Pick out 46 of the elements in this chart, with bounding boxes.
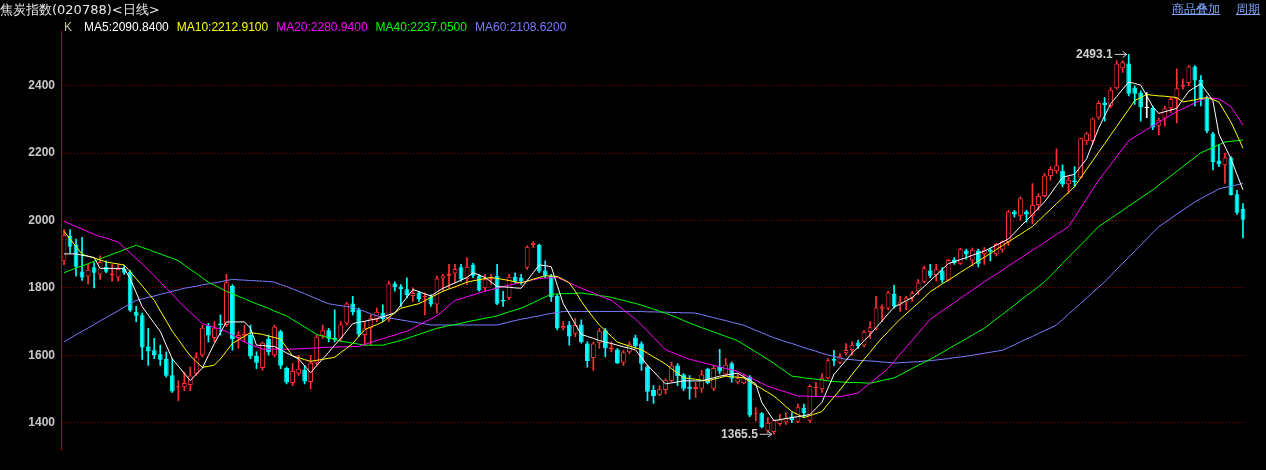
candlestick — [1054, 148, 1059, 174]
y-tick-label: 2400 — [28, 78, 56, 93]
annotation: 2493.1 — [1076, 46, 1114, 61]
candlestick — [1078, 137, 1083, 179]
text: 周期 — [1236, 1, 1260, 18]
candlestick — [1048, 166, 1053, 181]
candlestick — [260, 341, 265, 371]
candlestick — [211, 321, 217, 343]
candlestick — [645, 365, 650, 402]
text: MA60:2108.6200 — [474, 20, 567, 34]
candlestick — [302, 365, 308, 385]
candlestick — [1018, 196, 1023, 221]
candlestick — [615, 348, 620, 365]
candlestick — [133, 306, 139, 322]
candlestick — [1042, 173, 1047, 198]
candlestick — [254, 351, 259, 370]
text: MA40:2237.0500 — [375, 20, 467, 34]
candlestick — [230, 284, 235, 351]
candlestick — [1084, 131, 1089, 146]
candlestick — [651, 385, 656, 404]
candlestick — [224, 274, 229, 327]
y-tick-label: 2000 — [28, 212, 56, 227]
annotation: 1365.5 — [721, 426, 759, 441]
text: MA20:2280.9400 — [276, 20, 368, 34]
text: MA5:2090.8400 — [84, 20, 169, 34]
candlestick — [1036, 193, 1041, 211]
y-tick-label: 1400 — [28, 414, 56, 429]
candlestick — [296, 354, 302, 376]
y-tick-label: 1800 — [28, 280, 56, 295]
candlestick — [248, 324, 253, 359]
candlestick — [621, 349, 626, 366]
candlestick — [1024, 210, 1029, 223]
y-tick-label: 1600 — [28, 347, 56, 362]
candlestick — [1005, 210, 1011, 247]
annotation: K — [64, 20, 73, 34]
candlestick — [284, 366, 289, 385]
candlestick — [633, 334, 638, 349]
y-tick-label: 2200 — [28, 145, 56, 160]
candlestick — [657, 385, 662, 397]
chart-title: 焦炭指数(020788)<日线> — [0, 1, 160, 19]
text: MA10:2212.9100 — [176, 20, 269, 34]
candlestick — [151, 338, 157, 359]
candlestick — [290, 363, 295, 386]
candlestick — [879, 304, 885, 322]
candlestick — [1012, 210, 1017, 218]
text: 商品叠加 — [1172, 1, 1220, 18]
